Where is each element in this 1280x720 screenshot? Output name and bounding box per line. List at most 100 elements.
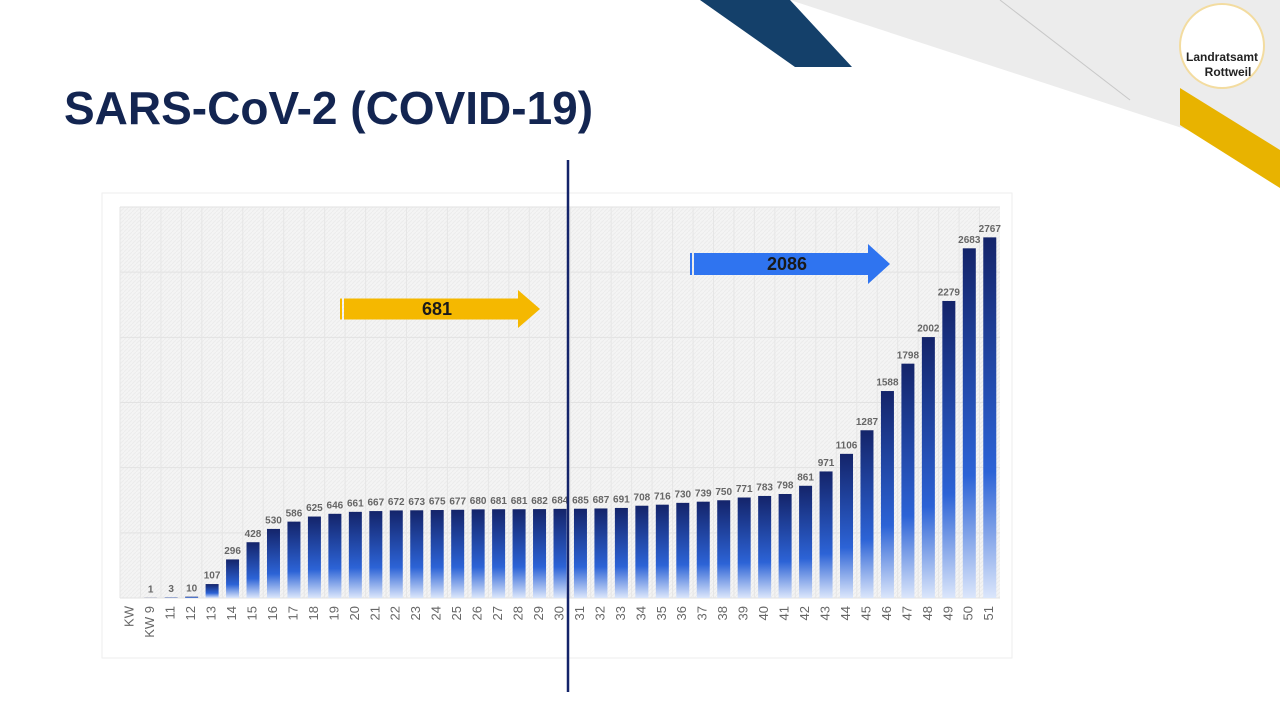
bar [921, 337, 935, 598]
bar [246, 542, 260, 598]
bar [266, 528, 280, 598]
value-label: 798 [777, 481, 794, 492]
x-tick-label: 29 [531, 606, 546, 620]
value-label: 2279 [938, 288, 961, 299]
value-label: 685 [572, 495, 589, 506]
value-label: 750 [715, 487, 732, 498]
x-tick-label: 38 [715, 606, 730, 620]
bar [410, 510, 424, 598]
x-tick-label: 48 [920, 606, 935, 620]
bar [840, 453, 854, 598]
bar [819, 471, 833, 598]
bar [758, 495, 772, 598]
value-label: 3 [168, 584, 174, 595]
x-tick-label: 18 [306, 606, 321, 620]
x-tick-label: 34 [633, 606, 648, 620]
value-label: 783 [756, 483, 773, 494]
bar [635, 505, 649, 598]
x-tick-label: 35 [654, 606, 669, 620]
x-tick-label: KW 9 [142, 606, 157, 638]
x-tick-label: 45 [858, 606, 873, 620]
value-label: 861 [797, 472, 814, 483]
bar [512, 509, 526, 598]
value-label: 739 [695, 488, 712, 499]
x-tick-label: 44 [838, 606, 853, 620]
value-label: 682 [531, 496, 548, 507]
value-label: 2683 [958, 235, 981, 246]
x-tick-label: 28 [511, 606, 526, 620]
logo-line2: Rottweil [1205, 65, 1252, 79]
x-tick-label: 31 [572, 606, 587, 620]
value-label: 673 [408, 497, 425, 508]
bar [430, 510, 444, 598]
bar [942, 300, 956, 598]
x-tick-label: 14 [224, 606, 239, 620]
value-label: 681 [490, 496, 507, 507]
bar [655, 504, 669, 598]
bar [205, 584, 219, 598]
x-tick-label: 51 [981, 606, 996, 620]
x-tick-label: 49 [940, 606, 955, 620]
logo-line1: Landratsamt [1186, 50, 1258, 64]
x-tick-label: 23 [408, 606, 423, 620]
bar [369, 511, 383, 598]
x-tick-label: 32 [592, 606, 607, 620]
value-label: 667 [367, 498, 384, 509]
value-label: 428 [245, 529, 262, 540]
value-label: 971 [818, 458, 835, 469]
x-tick-label: 33 [613, 606, 628, 620]
x-tick-label: 25 [449, 606, 464, 620]
value-label: 2002 [917, 324, 940, 335]
bar [553, 508, 567, 598]
value-label: 687 [593, 495, 610, 506]
value-label: 684 [552, 495, 569, 506]
value-label: 677 [449, 496, 466, 507]
value-label: 2767 [979, 224, 1002, 235]
annotation-arrow [344, 290, 540, 328]
x-tick-label: 19 [326, 606, 341, 620]
bar [880, 391, 894, 598]
value-label: 646 [327, 500, 344, 511]
x-tick-label: 43 [817, 606, 832, 620]
deco-band [790, 0, 1280, 160]
deco-triangle [700, 0, 852, 67]
title: SARS-CoV-2 (COVID-19) [64, 82, 593, 134]
bar [983, 237, 997, 598]
x-tick-label: 26 [470, 606, 485, 620]
bar [696, 501, 710, 598]
bar [389, 510, 403, 598]
x-tick-label: 15 [244, 606, 259, 620]
x-tick-label: KW [122, 605, 137, 627]
value-label: 680 [470, 496, 487, 507]
x-tick-label: 40 [756, 606, 771, 620]
bar [778, 493, 792, 598]
bar [533, 509, 547, 598]
value-label: 10 [186, 583, 198, 594]
value-label: 675 [429, 497, 446, 508]
value-label: 1588 [876, 378, 899, 389]
x-tick-label: 12 [183, 606, 198, 620]
value-label: 716 [654, 491, 671, 502]
value-label: 708 [634, 492, 651, 503]
bar [287, 521, 301, 598]
bar [328, 513, 342, 598]
x-tick-label: 27 [490, 606, 505, 620]
bar [860, 430, 874, 598]
x-tick-label: 47 [899, 606, 914, 620]
bar [348, 511, 362, 598]
annotation-label: 681 [422, 299, 452, 319]
value-label: 625 [306, 503, 323, 514]
value-label: 672 [388, 497, 405, 508]
deco-line [999, 0, 1131, 101]
value-label: 530 [265, 516, 282, 527]
bar [492, 509, 506, 598]
annotation-label: 2086 [767, 254, 807, 274]
value-label: 107 [204, 571, 221, 582]
value-label: 1287 [856, 417, 879, 428]
bar [799, 485, 813, 598]
annotation-stripe [340, 298, 342, 320]
deco-yellow [1180, 88, 1280, 188]
bar [573, 508, 587, 598]
plot: KW KW 9 11 12 13 14 15 16 17 18 19 20 21 22 23 24 25 26 27… [119, 206, 1002, 638]
